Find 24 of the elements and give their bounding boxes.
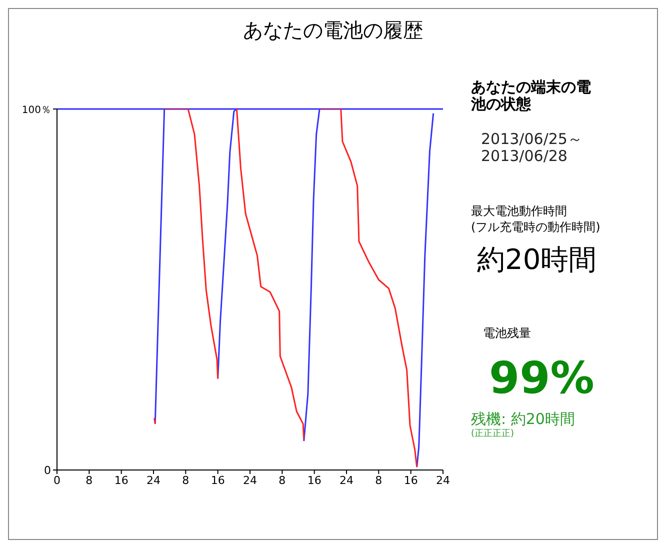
x-tick-label: 16 [210,474,225,487]
x-tick-label: 0 [54,474,60,487]
x-tick-label: 24 [436,474,450,487]
text: あなたの端末の電池の状態 [471,78,591,112]
x-tick-label: 16 [307,474,322,487]
x-tick-label: 8 [86,474,93,487]
text: 残機: 約20時間 [471,410,576,428]
x-tick-label: 8 [182,474,190,487]
x-tick-label: 8 [375,474,382,487]
x-tick-label: 24 [243,474,257,487]
x-tick-label: 24 [146,474,160,487]
text: (正正正正) [471,429,516,440]
text: 最大電池動作時間 [471,204,568,218]
text: (フル充電時の動作時間) [471,220,602,234]
text: 2013/06/25～2013/06/28 [481,130,584,164]
text: 電池残量 [483,326,532,340]
text: 99% [489,353,596,404]
x-tick-label: 16 [114,474,128,487]
x-tick-label: 8 [278,474,286,487]
y-tick-label: 100％ [22,105,51,116]
x-tick-label: 16 [404,474,418,487]
x-tick-label: 24 [340,474,354,487]
text: 約20時間 [477,243,598,276]
chart-title: あなたの電池の履歴 [242,17,424,44]
